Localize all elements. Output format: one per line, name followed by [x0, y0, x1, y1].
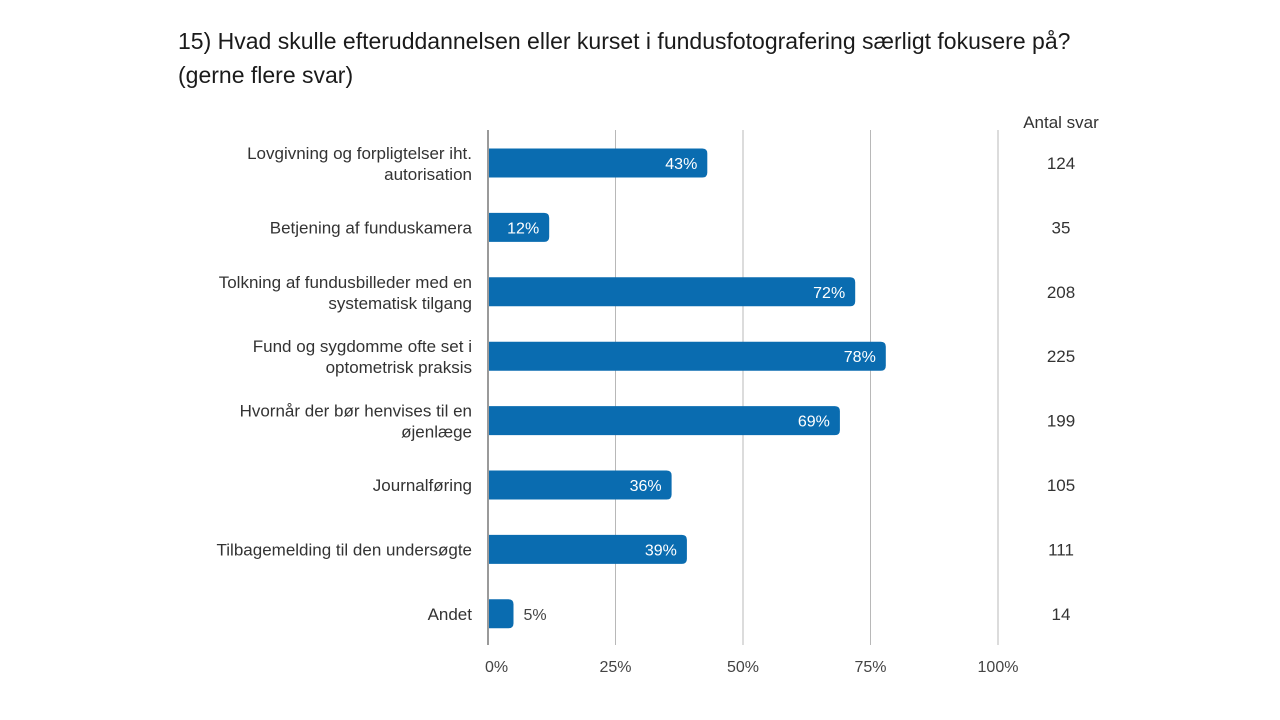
category-label-6: Tilbagemelding til den undersøgte — [217, 540, 472, 559]
category-label-2-line-1: Tolkning af fundusbilleder med en — [219, 273, 472, 292]
count-value-5: 105 — [1047, 476, 1075, 495]
category-label-4-line-1: Hvornår der bør henvises til en — [240, 402, 472, 421]
x-tick-label-75: 75% — [854, 659, 886, 676]
category-label-4-line-2: øjenlæge — [401, 423, 472, 442]
count-value-2: 208 — [1047, 283, 1075, 302]
bar-0 — [488, 148, 708, 178]
data-label-2: 72% — [813, 285, 845, 302]
bar-5 — [488, 470, 672, 500]
category-label-2-line-2: systematisk tilgang — [328, 294, 472, 313]
x-tick-label-25: 25% — [599, 659, 631, 676]
category-label-0-line-1: Lovgivning og forpligtelser iht. — [247, 144, 472, 163]
data-label-5: 36% — [630, 478, 662, 495]
x-tick-label-100: 100% — [978, 659, 1019, 676]
category-label-7: Andet — [428, 605, 473, 624]
bar-6 — [488, 534, 687, 564]
counts-header: Antal svar — [1023, 113, 1099, 132]
bar-1 — [488, 212, 550, 242]
count-value-4: 199 — [1047, 412, 1075, 431]
count-value-3: 225 — [1047, 347, 1075, 366]
category-label-0-line-2: autorisation — [384, 165, 472, 184]
bar-2 — [488, 277, 856, 307]
data-label-6: 39% — [645, 542, 677, 559]
data-label-4: 69% — [798, 414, 830, 431]
count-value-6: 111 — [1048, 540, 1074, 559]
chart-title: 15) Hvad skulle efteruddannelsen eller k… — [178, 28, 1071, 88]
count-value-0: 124 — [1047, 154, 1075, 173]
x-tick-label-50: 50% — [727, 659, 759, 676]
bar-3 — [488, 341, 886, 371]
category-label-5: Journalføring — [373, 476, 472, 495]
data-label-7: 5% — [524, 607, 547, 624]
count-value-7: 14 — [1052, 605, 1071, 624]
data-label-1: 12% — [507, 220, 539, 237]
category-label-3-line-2: optometrisk praksis — [326, 358, 472, 377]
bar-7 — [488, 599, 514, 629]
data-label-0: 43% — [665, 156, 697, 173]
data-label-3: 78% — [844, 349, 876, 366]
bar-4 — [488, 406, 840, 436]
x-tick-label-0: 0% — [485, 659, 508, 676]
category-label-1: Betjening af funduskamera — [270, 218, 473, 237]
category-label-3-line-1: Fund og sygdomme ofte set i — [253, 337, 472, 356]
count-value-1: 35 — [1052, 218, 1071, 237]
